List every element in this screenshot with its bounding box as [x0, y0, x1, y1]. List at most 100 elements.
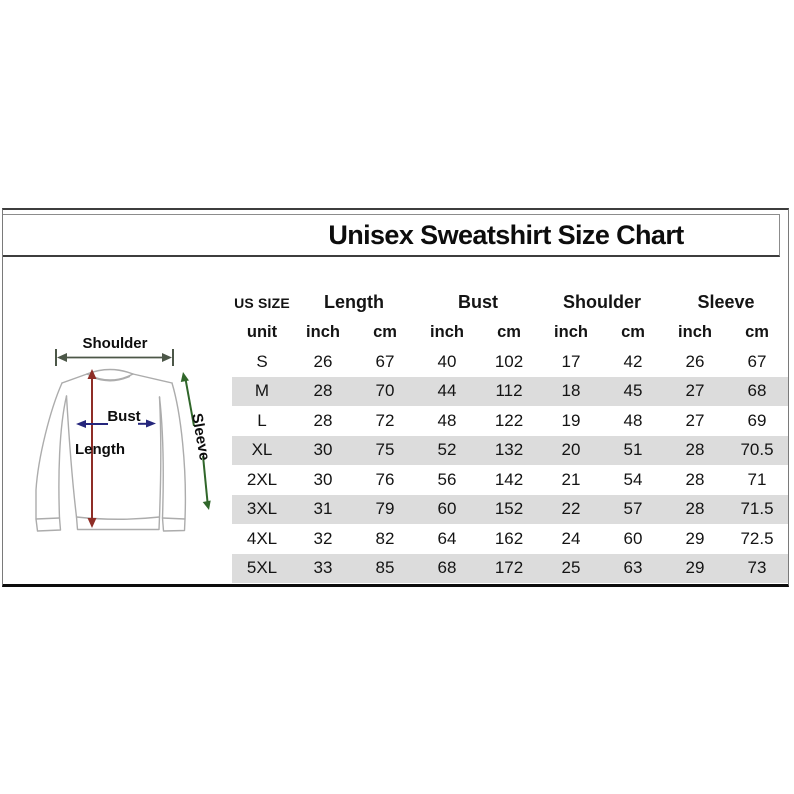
- value-cell: 24: [561, 528, 581, 548]
- unit-cell: inch: [306, 322, 340, 341]
- value-cell: 67: [375, 351, 395, 371]
- size-cell: L: [257, 410, 267, 430]
- unit-cell: cm: [373, 322, 397, 341]
- table-row: 2XL 30 76 56 142 21 54 28 71: [232, 465, 788, 495]
- value-cell: 142: [494, 469, 524, 489]
- value-cell: 132: [494, 440, 524, 460]
- unit-cell: cm: [497, 322, 521, 341]
- value-cell: 57: [623, 499, 643, 519]
- value-cell: 40: [437, 351, 457, 371]
- value-cell: 75: [375, 440, 395, 460]
- group-header-row: US SIZE Length Bust Shoulder Sleeve: [232, 288, 788, 318]
- value-cell: 30: [313, 440, 333, 460]
- value-cell: 31: [313, 499, 333, 519]
- unit-cell: inch: [678, 322, 712, 341]
- size-table: US SIZE Length Bust Shoulder Sleeve unit…: [232, 288, 789, 583]
- table-row: 3XL 31 79 60 152 22 57 28 71.5: [232, 494, 789, 524]
- unit-header-row: unit inch cm inch cm inch cm inch cm: [232, 318, 788, 348]
- unit-cell: inch: [430, 322, 464, 341]
- value-cell: 60: [623, 528, 643, 548]
- value-cell: 42: [623, 351, 643, 371]
- value-cell: 70: [375, 381, 395, 401]
- value-cell: 71.5: [740, 499, 774, 519]
- value-cell: 60: [437, 499, 457, 519]
- value-cell: 82: [375, 528, 395, 548]
- value-cell: 26: [313, 351, 333, 371]
- value-cell: 102: [494, 351, 524, 371]
- value-cell: 21: [561, 469, 581, 489]
- value-cell: 28: [685, 499, 705, 519]
- value-cell: 73: [747, 558, 767, 578]
- value-cell: 63: [623, 558, 643, 578]
- value-cell: 45: [623, 381, 643, 401]
- value-cell: 85: [375, 558, 395, 578]
- value-cell: 20: [561, 440, 581, 460]
- col-group-bust: Bust: [458, 292, 498, 313]
- value-cell: 72: [375, 410, 395, 430]
- value-cell: 64: [437, 528, 457, 548]
- unit-cell: inch: [554, 322, 588, 341]
- table-row: 4XL 32 82 64 162 24 60 29 72.5: [232, 524, 788, 554]
- value-cell: 44: [437, 381, 457, 401]
- value-cell: 27: [685, 410, 705, 430]
- value-cell: 32: [313, 528, 333, 548]
- size-chart-panel: Unisex Sweatshirt Size Chart Shoulder: [2, 208, 789, 587]
- col-group-sleeve: Sleeve: [697, 292, 755, 313]
- value-cell: 71: [747, 469, 767, 489]
- shoulder-label: Shoulder: [82, 335, 147, 352]
- value-cell: 112: [495, 381, 523, 401]
- value-cell: 27: [685, 381, 705, 401]
- table-row: M 28 70 44 112 18 45 27 68: [232, 376, 789, 406]
- value-cell: 68: [437, 558, 457, 578]
- table-row: 5XL 33 85 68 172 25 63 29 73: [232, 553, 789, 583]
- size-table-body: S 26 67 40 102 17 42 26 67 M 28 70 44 112 18 45 27 68 L 28 7…: [232, 347, 789, 583]
- title-bar: Unisex Sweatshirt Size Chart: [3, 214, 780, 257]
- sleeve-arrow-icon: [180, 372, 211, 510]
- value-cell: 122: [494, 410, 524, 430]
- value-cell: 28: [313, 381, 333, 401]
- value-cell: 51: [623, 440, 643, 460]
- size-cell: 4XL: [246, 528, 278, 548]
- value-cell: 54: [623, 469, 643, 489]
- value-cell: 56: [437, 469, 457, 489]
- col-group-shoulder: Shoulder: [563, 292, 642, 313]
- value-cell: 33: [313, 558, 333, 578]
- value-cell: 30: [313, 469, 333, 489]
- value-cell: 19: [561, 410, 581, 430]
- value-cell: 68: [747, 381, 767, 401]
- length-label: Length: [75, 441, 125, 458]
- page-title: Unisex Sweatshirt Size Chart: [328, 219, 684, 250]
- unit-cell: cm: [621, 322, 645, 341]
- value-cell: 152: [494, 499, 524, 519]
- length-arrow-icon: [87, 369, 97, 528]
- size-cell: S: [256, 351, 268, 371]
- value-cell: 67: [747, 351, 767, 371]
- value-cell: 76: [375, 469, 395, 489]
- value-cell: 22: [561, 499, 581, 519]
- bust-label: Bust: [107, 408, 140, 425]
- value-cell: 162: [494, 528, 524, 548]
- unit-cell: cm: [745, 322, 769, 341]
- table-row: XL 30 75 52 132 20 51 28 70.5: [232, 435, 789, 465]
- value-cell: 18: [561, 381, 581, 401]
- value-cell: 17: [561, 351, 581, 371]
- shoulder-arrow-icon: [55, 349, 174, 366]
- size-cell: 5XL: [246, 558, 278, 578]
- col-group-length: Length: [324, 292, 384, 313]
- value-cell: 52: [437, 440, 457, 460]
- table-row: S 26 67 40 102 17 42 26 67: [232, 347, 788, 377]
- value-cell: 48: [437, 410, 457, 430]
- value-cell: 172: [494, 558, 524, 578]
- value-cell: 69: [747, 410, 767, 430]
- value-cell: 26: [685, 351, 705, 371]
- table-row: L 28 72 48 122 19 48 27 69: [232, 406, 788, 436]
- value-cell: 72.5: [740, 528, 774, 548]
- value-cell: 79: [375, 499, 395, 519]
- value-cell: 28: [685, 440, 705, 460]
- value-cell: 28: [685, 469, 705, 489]
- sweatshirt-measurement-diagram: Shoulder Length Bust Sleeve: [35, 335, 213, 532]
- size-cell: 3XL: [246, 499, 278, 519]
- value-cell: 25: [561, 558, 581, 578]
- value-cell: 28: [313, 410, 333, 430]
- bust-arrow-icon: [76, 419, 156, 428]
